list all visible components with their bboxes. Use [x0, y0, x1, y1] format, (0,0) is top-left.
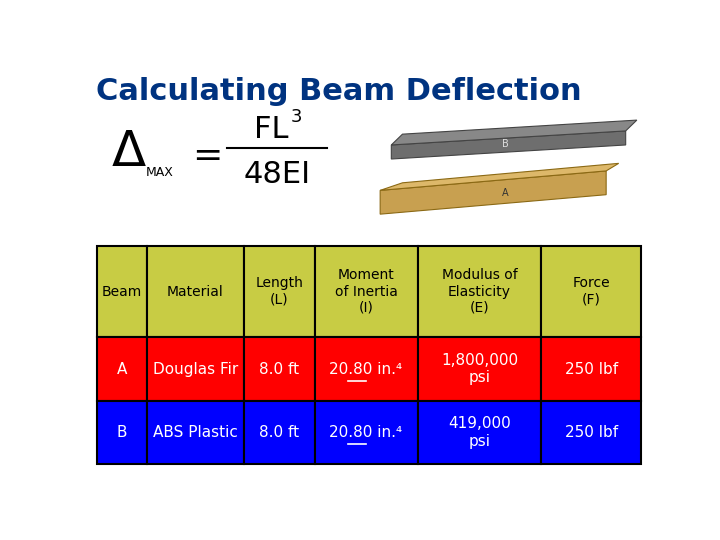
Bar	[418, 338, 541, 401]
Polygon shape	[380, 163, 618, 191]
Bar	[96, 338, 147, 401]
Text: ABS Plastic: ABS Plastic	[153, 425, 238, 440]
Text: B: B	[117, 425, 127, 440]
Bar	[147, 246, 244, 338]
Bar	[96, 401, 147, 464]
Polygon shape	[380, 171, 606, 214]
Text: =: =	[192, 139, 222, 173]
Text: 48EI: 48EI	[243, 160, 310, 190]
Text: $\Delta$: $\Delta$	[111, 128, 147, 176]
Text: Force
(F): Force (F)	[572, 276, 610, 307]
Bar	[541, 401, 642, 464]
Bar	[418, 401, 541, 464]
Text: 1,800,000
psi: 1,800,000 psi	[441, 353, 518, 385]
Text: Moment
of Inertia
(I): Moment of Inertia (I)	[335, 268, 397, 315]
Bar	[244, 338, 315, 401]
Bar	[315, 401, 418, 464]
Text: A: A	[117, 361, 127, 376]
Text: 3: 3	[291, 108, 302, 126]
Bar	[244, 246, 315, 338]
Bar	[244, 401, 315, 464]
Bar	[147, 338, 244, 401]
Bar	[96, 246, 147, 338]
Text: Calculating Beam Deflection: Calculating Beam Deflection	[96, 77, 581, 106]
Bar	[418, 246, 541, 338]
Text: Modulus of
Elasticity
(E): Modulus of Elasticity (E)	[441, 268, 517, 315]
Bar	[541, 246, 642, 338]
Text: FL: FL	[254, 114, 289, 144]
Text: Material: Material	[167, 285, 224, 299]
Polygon shape	[392, 120, 637, 145]
Text: B: B	[503, 139, 509, 149]
Text: Douglas Fir: Douglas Fir	[153, 361, 238, 376]
Polygon shape	[392, 131, 626, 159]
Text: 8.0 ft: 8.0 ft	[259, 361, 300, 376]
Text: 250 lbf: 250 lbf	[564, 361, 618, 376]
Text: Beam: Beam	[102, 285, 142, 299]
Text: MAX: MAX	[146, 166, 174, 179]
Text: 8.0 ft: 8.0 ft	[259, 425, 300, 440]
Bar	[315, 338, 418, 401]
Text: 20.80 in.⁴: 20.80 in.⁴	[330, 361, 402, 376]
Text: 419,000
psi: 419,000 psi	[448, 416, 510, 449]
Bar	[147, 401, 244, 464]
Bar	[315, 246, 418, 338]
Text: Length
(L): Length (L)	[256, 276, 303, 307]
Text: A: A	[503, 187, 509, 198]
Bar	[541, 338, 642, 401]
Text: 250 lbf: 250 lbf	[564, 425, 618, 440]
Text: 20.80 in.⁴: 20.80 in.⁴	[330, 425, 402, 440]
